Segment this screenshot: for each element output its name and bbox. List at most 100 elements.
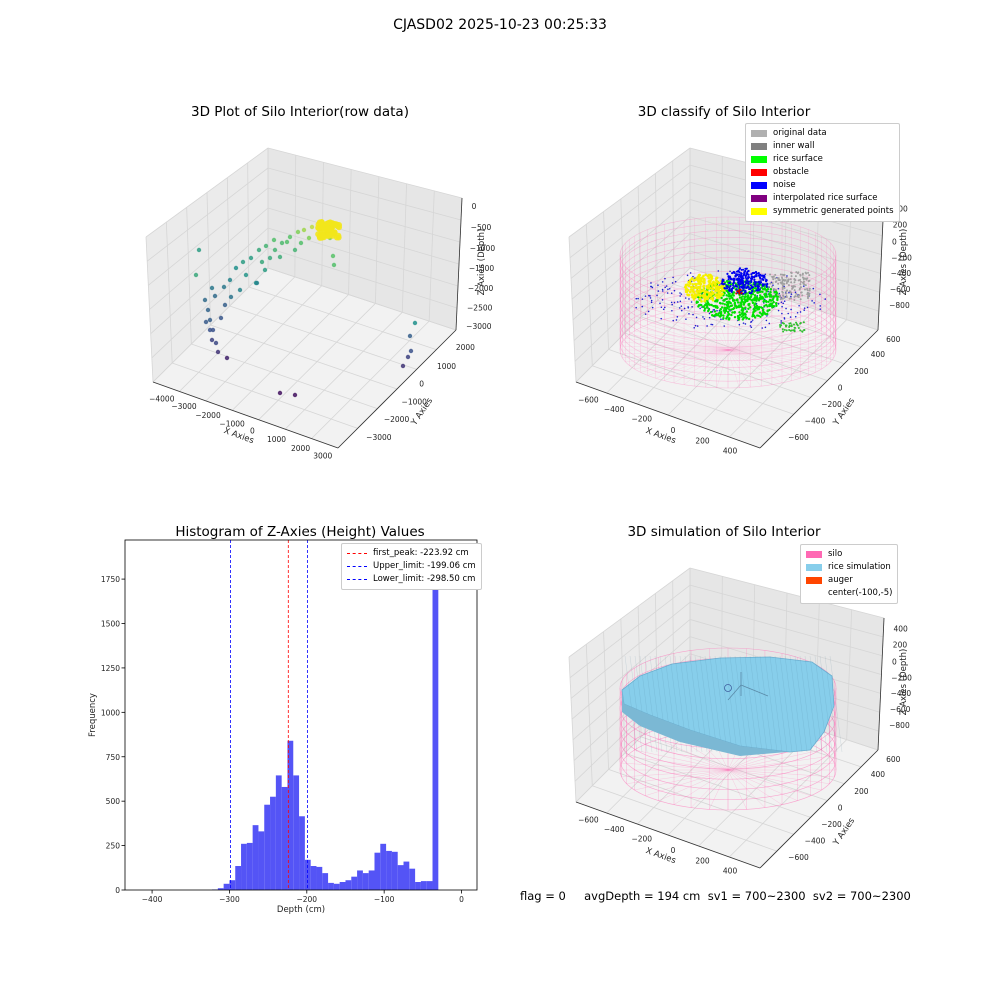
- histogram-bar: [380, 843, 387, 890]
- rice-surface-point: [706, 301, 710, 304]
- panel2-xgrid: [667, 298, 785, 416]
- noise-point: [731, 271, 734, 275]
- noise-point: [738, 280, 741, 283]
- rice-surface-point: [719, 302, 722, 305]
- panel1-ygrid: [210, 324, 398, 390]
- panel2-ygrid-wall: [585, 224, 593, 366]
- rice-surface-point: [731, 311, 734, 314]
- rice-surface-point: [766, 312, 769, 316]
- symmetric-point: [698, 297, 702, 301]
- panel2-zgrid: [568, 147, 691, 238]
- original-data-point: [798, 294, 801, 297]
- noise-point: [685, 318, 687, 320]
- panel4-ytick: 600: [886, 755, 901, 764]
- panel1-ztick: 0: [472, 202, 477, 211]
- histogram-xtick-label: −400: [142, 895, 163, 904]
- classify-silo-spoke: [694, 313, 729, 351]
- rice-surface-point: [769, 288, 773, 291]
- symmetric-point: [714, 289, 717, 293]
- panel4-z-axis-line: [877, 617, 885, 751]
- symmetric-point: [694, 295, 698, 299]
- rice-surface-point: [722, 317, 725, 320]
- mesh-line: [644, 655, 658, 753]
- noise-point: [806, 306, 809, 309]
- rice-surface-point: [733, 315, 737, 319]
- raw-data-point: [222, 302, 228, 308]
- simulation-legend-swatch: [806, 564, 822, 571]
- rice-surface-point: [763, 288, 767, 291]
- simulation-legend-label: auger: [828, 575, 853, 585]
- noise-point: [794, 315, 797, 318]
- noise-point: [672, 276, 674, 279]
- noise-point: [744, 270, 747, 273]
- panel1-ygrid: [172, 362, 358, 429]
- panel4-ztick: 400: [894, 625, 909, 634]
- rice-surface-point: [719, 314, 722, 318]
- noise-point: [661, 299, 664, 301]
- noise-point: [742, 322, 745, 324]
- original-data-point: [801, 272, 804, 275]
- raw-data-point: [287, 234, 293, 240]
- rice-surface-point: [742, 302, 746, 305]
- noise-point: [782, 302, 785, 305]
- classify-silo-spoke: [629, 334, 729, 351]
- rice-surface-point: [740, 315, 743, 318]
- rice-surface-point: [747, 317, 751, 321]
- mesh-line: [754, 655, 768, 753]
- rice-surface-point: [732, 294, 735, 297]
- symmetric-point: [715, 287, 718, 290]
- simulation-silo-spoke: [673, 769, 729, 805]
- histogram-legend-entry: first_peak: -223.92 cm: [347, 547, 476, 560]
- simulation-legend: silo rice simulation auger center(-100,-5): [800, 544, 899, 604]
- noise-point: [742, 283, 745, 286]
- panel4-ygrid: [592, 785, 777, 852]
- original-data-point: [774, 288, 777, 291]
- symmetric-point: [697, 285, 700, 289]
- noise-point: [680, 293, 683, 295]
- rice-surface-point: [744, 315, 747, 319]
- rice-surface-point: [742, 308, 745, 312]
- noise-point: [729, 270, 731, 273]
- rice-simulation-mesh: [624, 655, 843, 753]
- panel2-ygrid-wall: [620, 198, 626, 334]
- panel4-scene: [619, 647, 843, 811]
- noise-point: [711, 323, 714, 326]
- original-data-point: [807, 271, 810, 274]
- histogram-legend-line: [347, 579, 367, 580]
- original-data-point: [789, 278, 792, 281]
- noise-point: [755, 289, 758, 292]
- panel4-ytick: 0: [838, 803, 843, 812]
- histogram-bar: [386, 850, 392, 890]
- panel1-zgrid: [267, 267, 457, 331]
- symmetric-point: [702, 280, 705, 283]
- obstacle-point: [735, 292, 738, 295]
- rice-surface-point: [704, 303, 708, 306]
- noise-point: [650, 285, 652, 288]
- original-data-point: [805, 278, 808, 281]
- noise-point: [749, 284, 753, 287]
- noise-point: [679, 292, 681, 294]
- mesh-line: [824, 655, 838, 753]
- panel2-ztick: −800: [889, 301, 910, 310]
- noise-point: [765, 280, 768, 283]
- noise-point: [768, 322, 771, 325]
- raw-data-point: [328, 220, 335, 227]
- panel4-ygrid-wall: [568, 656, 577, 803]
- original-data-point: [808, 292, 811, 295]
- histogram-ylabel: Frequency: [88, 693, 98, 737]
- histogram-xlabel: Depth (cm): [277, 905, 325, 915]
- rice-surface-point: [730, 304, 734, 307]
- panel1-zgrid: [150, 227, 269, 334]
- classify-legend: original data inner wall rice surface obsta…: [745, 123, 900, 222]
- raw-data-point: [301, 227, 307, 233]
- rice-surface-point: [782, 322, 785, 325]
- classify-silo-spoke: [640, 327, 729, 351]
- panel2-ztick: 200: [893, 220, 908, 229]
- panel4-xgrid-wall: [846, 609, 853, 740]
- noise-point: [672, 319, 675, 322]
- panel2-ytick: 600: [886, 335, 901, 344]
- panel2-xtick: 200: [695, 437, 710, 446]
- original-data-point: [779, 273, 782, 276]
- original-data-point: [795, 292, 798, 295]
- panel4-ytick: −400: [805, 836, 826, 845]
